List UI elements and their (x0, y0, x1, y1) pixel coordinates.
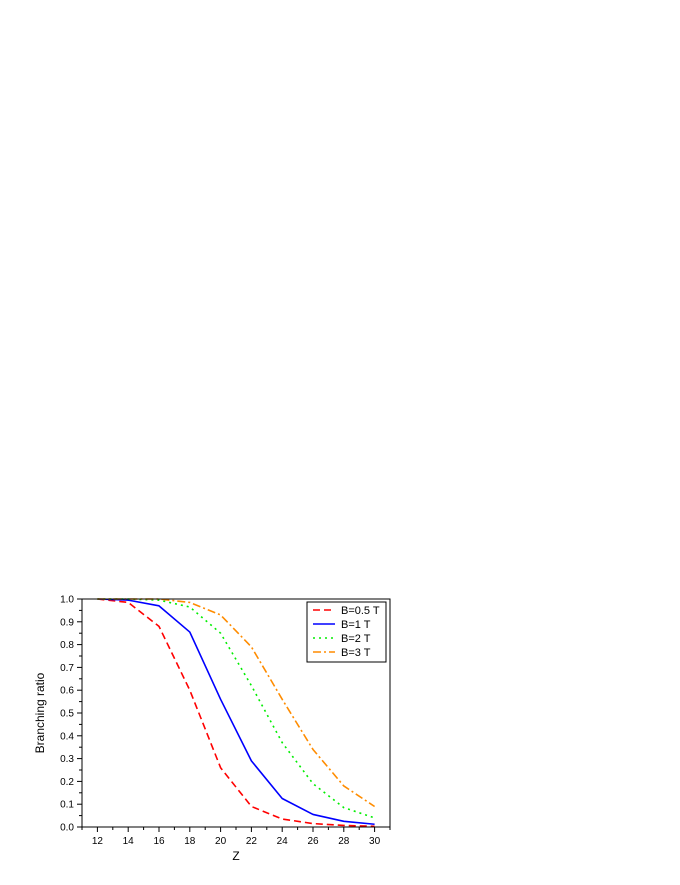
y-axis-ticks: 0.0 0.1 0.2 0.3 0.4 0.5 0.6 0.7 0.8 0.9 1.0 (60, 595, 82, 834)
x-tick-label: 16 (153, 836, 165, 847)
x-axis-ticks: 12 14 16 18 20 22 24 26 28 30 (81, 827, 391, 847)
x-axis-title: Z (232, 849, 239, 863)
y-tick-label: 0.2 (60, 777, 74, 788)
y-tick-label: 0.1 (60, 800, 74, 811)
series-line (97, 598, 375, 826)
y-axis-title: Branching ratio (33, 672, 47, 753)
x-tick-label: 20 (215, 836, 227, 847)
x-tick-label: 12 (92, 836, 104, 847)
legend: B=0.5 T B=1 T B=2 T B=3 T (306, 601, 387, 663)
y-tick-label: 0.3 (60, 754, 74, 765)
series-line (97, 598, 376, 808)
plot-area (97, 598, 376, 828)
x-tick-label: 14 (123, 836, 135, 847)
y-tick-label: 0.7 (60, 663, 74, 674)
y-tick-label: 0.4 (60, 731, 74, 742)
x-tick-label: 30 (369, 836, 381, 847)
y-tick-label: 0.6 (60, 686, 74, 697)
legend-label: B=3 T (341, 647, 371, 659)
y-tick-label: 0.8 (60, 640, 74, 651)
legend-label: B=2 T (341, 633, 371, 645)
y-tick-label: 0.0 (60, 823, 74, 834)
x-tick-label: 26 (307, 836, 319, 847)
y-tick-label: 0.5 (60, 709, 74, 720)
legend-label: B=0.5 T (341, 605, 380, 617)
series-line (97, 598, 375, 819)
y-tick-label: 1.0 (60, 595, 74, 606)
legend-label: B=1 T (341, 619, 371, 631)
x-tick-label: 22 (246, 836, 258, 847)
x-tick-label: 18 (184, 836, 196, 847)
series-line (97, 598, 375, 828)
x-tick-label: 24 (277, 836, 289, 847)
x-tick-label: 28 (338, 836, 350, 847)
y-tick-label: 0.9 (60, 617, 74, 628)
